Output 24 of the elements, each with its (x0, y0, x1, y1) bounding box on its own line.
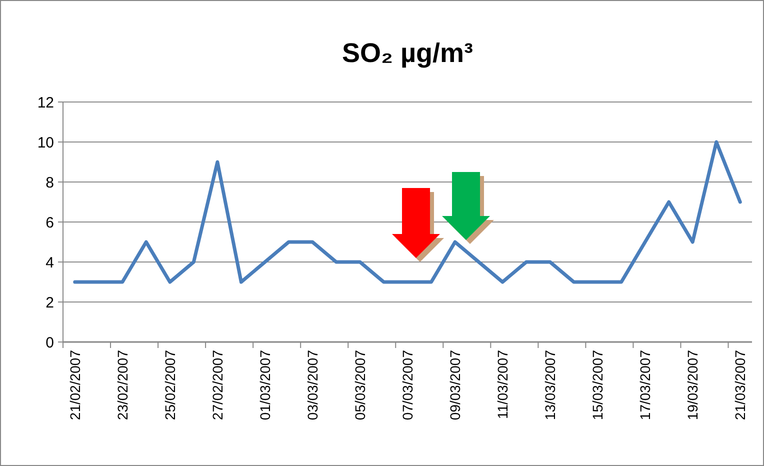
x-tick-label: 23/02/2007 (114, 350, 130, 420)
x-tick-label: 21/03/2007 (732, 350, 748, 420)
x-tick-label: 05/03/2007 (352, 350, 368, 420)
y-tick-label: 0 (46, 334, 54, 352)
x-tick-label: 21/02/2007 (66, 350, 83, 420)
y-tick-label: 2 (46, 294, 54, 312)
x-tick-label: 03/03/2007 (304, 350, 320, 420)
chart-title: SO₂ µg/m³ (342, 38, 474, 68)
y-tick-label: 12 (37, 94, 54, 112)
x-tick-label: 27/02/2007 (209, 350, 226, 420)
x-tick-label: 11/03/2007 (494, 350, 510, 420)
x-tick-label: 01/03/2007 (256, 350, 273, 420)
x-tick-label: 15/03/2007 (589, 350, 606, 420)
x-tick-label: 17/03/2007 (636, 350, 653, 420)
y-tick-label: 6 (46, 214, 54, 232)
x-tick-label: 19/03/2007 (684, 350, 701, 420)
x-tick-label: 07/03/2007 (399, 350, 416, 420)
y-tick-label: 4 (46, 254, 54, 272)
x-tick-label: 09/03/2007 (446, 350, 463, 420)
line-series (73, 140, 742, 284)
x-tick-label: 13/03/2007 (542, 350, 558, 420)
y-tick-label: 8 (46, 174, 54, 192)
x-tick-label: 25/02/2007 (162, 350, 178, 420)
y-tick-label: 10 (37, 134, 54, 152)
